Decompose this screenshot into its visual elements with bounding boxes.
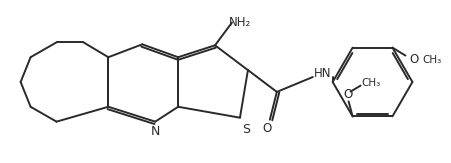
Text: N: N: [150, 125, 160, 138]
Text: CH₃: CH₃: [360, 78, 379, 88]
Text: NH₂: NH₂: [228, 16, 250, 29]
Text: CH₃: CH₃: [422, 55, 441, 65]
Text: O: O: [262, 122, 271, 135]
Text: O: O: [342, 88, 351, 101]
Text: HN: HN: [313, 67, 331, 80]
Text: O: O: [409, 53, 418, 66]
Text: S: S: [241, 123, 249, 136]
